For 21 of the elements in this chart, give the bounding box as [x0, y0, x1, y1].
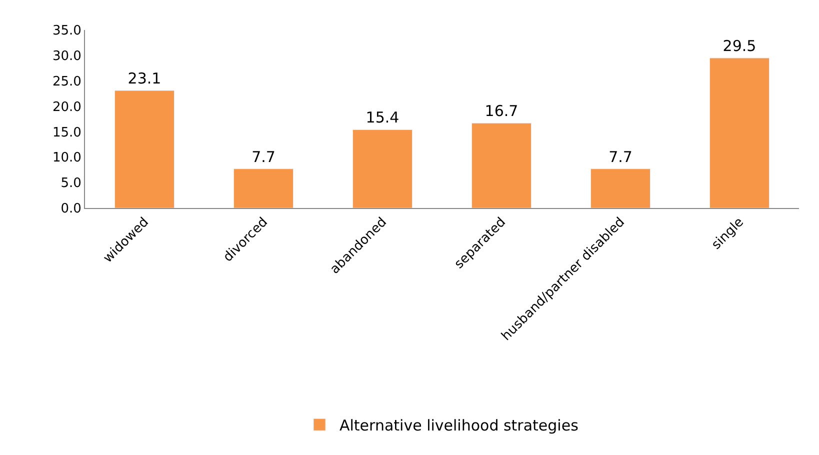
bar — [710, 58, 770, 208]
data-label: 23.1 — [128, 70, 162, 88]
data-label: 29.5 — [722, 36, 756, 55]
data-label: 7.7 — [608, 148, 632, 166]
data-label: 7.7 — [252, 148, 276, 166]
y-tick-label: 5.0 — [60, 176, 82, 192]
y-tick-label: 15.0 — [52, 125, 82, 140]
y-tick-label: 25.0 — [52, 74, 82, 90]
data-label: 16.7 — [484, 102, 518, 120]
y-tick-label: 35.0 — [52, 24, 82, 39]
bar — [590, 168, 650, 208]
y-tick-label: 0.0 — [60, 202, 82, 217]
y-tick-label: 30.0 — [52, 48, 82, 64]
data-label: 15.4 — [366, 108, 400, 127]
y-tick-label: 10.0 — [52, 150, 82, 166]
legend-label: Alternative livelihood strategies — [340, 416, 579, 434]
bar — [352, 129, 412, 208]
y-tick-label: 20.0 — [52, 100, 82, 115]
bar — [234, 168, 294, 208]
bar — [472, 122, 532, 208]
bar — [114, 90, 174, 208]
